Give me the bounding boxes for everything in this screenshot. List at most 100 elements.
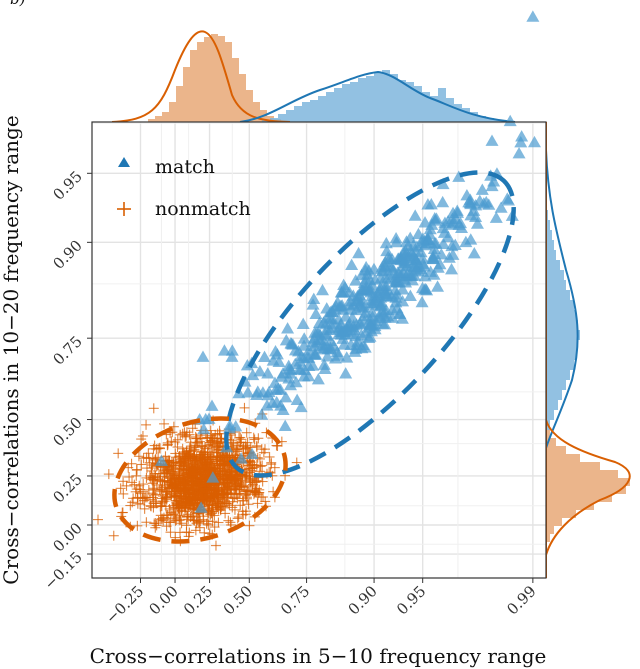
match-point [403, 289, 417, 301]
right-hist-bar-match [546, 250, 556, 260]
match-point [379, 236, 393, 249]
right-hist-bar-nonmatch [546, 446, 566, 454]
match-point [350, 339, 364, 351]
right-hist-bar-nonmatch [546, 534, 550, 542]
top-hist-bar-match [334, 88, 342, 122]
nonmatch-point [212, 441, 223, 452]
top-hist-bar-nonmatch [162, 112, 169, 122]
match-point [380, 289, 394, 301]
nonmatch-point [167, 468, 178, 479]
nonmatch-point [148, 403, 159, 414]
nonmatch-point [150, 518, 161, 529]
nonmatch-point [257, 476, 268, 487]
match-point [278, 419, 292, 431]
top-hist-bar-nonmatch [218, 36, 225, 122]
top-hist-bar-match [302, 102, 310, 122]
top-hist-bar-match [446, 98, 454, 122]
nonmatch-point [187, 423, 198, 434]
nonmatch-point [162, 440, 173, 451]
nonmatch-point [175, 491, 186, 502]
nonmatch-point [258, 491, 269, 502]
legend-match-symbol [118, 157, 130, 167]
nonmatch-point [154, 443, 165, 454]
top-hist-bar-nonmatch [148, 119, 155, 122]
match-point [398, 254, 412, 266]
y-tick-label: 0.50 [49, 414, 85, 450]
nonmatch-point [126, 477, 137, 488]
match-point [418, 216, 432, 228]
nonmatch-point [201, 518, 212, 529]
panel-label: b) [10, 0, 26, 8]
nonmatch-point [243, 499, 254, 510]
legend-nonmatch-symbol [117, 202, 131, 216]
top-hist-bar-match [390, 74, 398, 122]
nonmatch-point [159, 418, 170, 429]
match-point [282, 372, 296, 384]
nonmatch-point [241, 427, 252, 438]
match-point [345, 258, 359, 270]
nonmatch-point [137, 430, 148, 441]
nonmatch-point [202, 465, 213, 476]
match-point [337, 278, 351, 290]
right-hist-bar-nonmatch [546, 494, 612, 502]
top-hist-bar-nonmatch [253, 102, 260, 122]
match-point [385, 303, 399, 315]
nonmatch-point [223, 515, 234, 526]
nonmatch-point [247, 459, 258, 470]
match-point [452, 218, 466, 230]
nonmatch-point [203, 519, 214, 530]
match-point [363, 273, 377, 286]
nonmatch-point [230, 483, 241, 494]
nonmatch-point [204, 483, 215, 494]
nonmatch-point [162, 465, 173, 476]
match-points [154, 10, 541, 513]
right-hist-bar-match [546, 340, 578, 350]
right-hist-bar-nonmatch [546, 430, 550, 438]
nonmatch-point [203, 440, 214, 451]
nonmatch-point [191, 433, 202, 444]
nonmatch-point [146, 501, 157, 512]
x-tick-label: 0.75 [277, 582, 313, 618]
nonmatch-point [180, 470, 191, 481]
match-point [272, 355, 286, 367]
nonmatch-point [141, 517, 152, 528]
match-point [475, 183, 489, 195]
match-point [450, 204, 464, 216]
y-tick-label: 0.75 [49, 332, 85, 368]
nonmatch-point [241, 442, 252, 453]
nonmatch-point [103, 469, 114, 480]
nonmatch-point [251, 440, 262, 451]
nonmatch-point [209, 510, 220, 521]
nonmatch-point [163, 483, 174, 494]
match-point [464, 233, 478, 245]
top-hist-bar-match [350, 82, 358, 122]
right-hist-bar-nonmatch [546, 518, 562, 526]
match-point [312, 316, 326, 329]
nonmatch-point [211, 502, 222, 513]
x-tick-label: 0.90 [345, 582, 381, 618]
match-point [253, 365, 267, 377]
match-point [274, 370, 288, 382]
match-point [487, 175, 501, 187]
right-hist-bar-match [546, 370, 570, 380]
nonmatch-point [136, 459, 147, 470]
nonmatch-point [241, 468, 252, 479]
nonmatch-point [93, 514, 104, 525]
nonmatch-point [168, 500, 179, 511]
y-tick-label: 0.00 [49, 519, 85, 555]
nonmatch-point [218, 454, 229, 465]
plot-border [91, 121, 547, 579]
nonmatch-point [161, 467, 172, 478]
nonmatch-point [237, 506, 248, 517]
match-point [288, 357, 302, 369]
match-point [285, 337, 299, 350]
right-hist-bar-match [546, 270, 564, 280]
nonmatch-point [108, 530, 119, 541]
x-tick-label: 0.00 [146, 582, 182, 618]
nonmatch-point [233, 512, 244, 523]
right-hist-bar-nonmatch [546, 470, 618, 478]
legend-match-label: match [155, 156, 215, 178]
nonmatch-point [248, 432, 259, 443]
top-hist-bar-match [286, 110, 294, 122]
nonmatch-point [124, 471, 135, 482]
